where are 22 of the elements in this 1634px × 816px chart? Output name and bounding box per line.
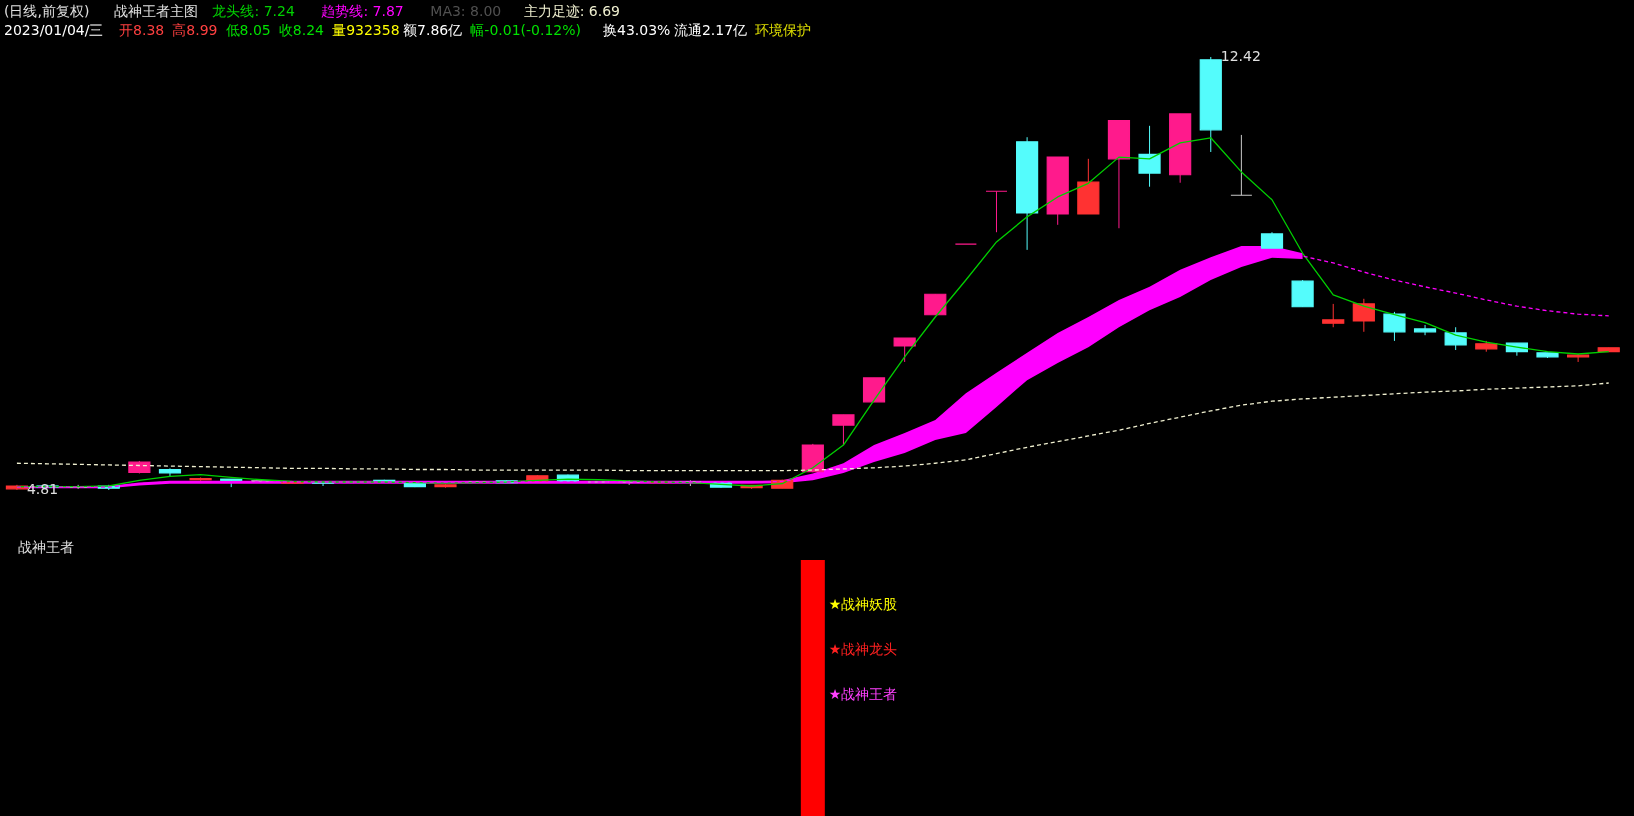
text: MA3: 8.00 [430,3,502,19]
text: 收8.24 [278,22,325,38]
text: 开8.38 [119,22,165,38]
annotation: ★战神王者 [828,686,898,702]
chart-title: 战神王者 [18,539,74,555]
text: 额7.86亿 [403,22,463,38]
text: 趋势线: 7.87 [321,3,404,19]
annotation: ★战神龙头 [828,641,898,657]
text: 2023/01/04/三 [4,22,104,38]
text: 换43.03% [603,22,671,38]
text: 量932358 [332,22,400,38]
text: 高8.99 [172,22,218,38]
text: (日线,前复权) [4,3,90,19]
annotation: 12.42 [1220,47,1261,64]
text: 流通2.17亿 [673,22,748,38]
chart-title: 战神王者主图 [114,3,199,19]
text: 低8.05 [225,22,271,38]
text: 幅-0.01(-0.12%) [470,22,582,38]
text: 龙头线: 7.24 [212,3,295,19]
text: 环境保护 [755,22,812,38]
text: 主力足迹: 6.69 [523,3,621,19]
annotation: ★战神妖股 [828,596,898,612]
